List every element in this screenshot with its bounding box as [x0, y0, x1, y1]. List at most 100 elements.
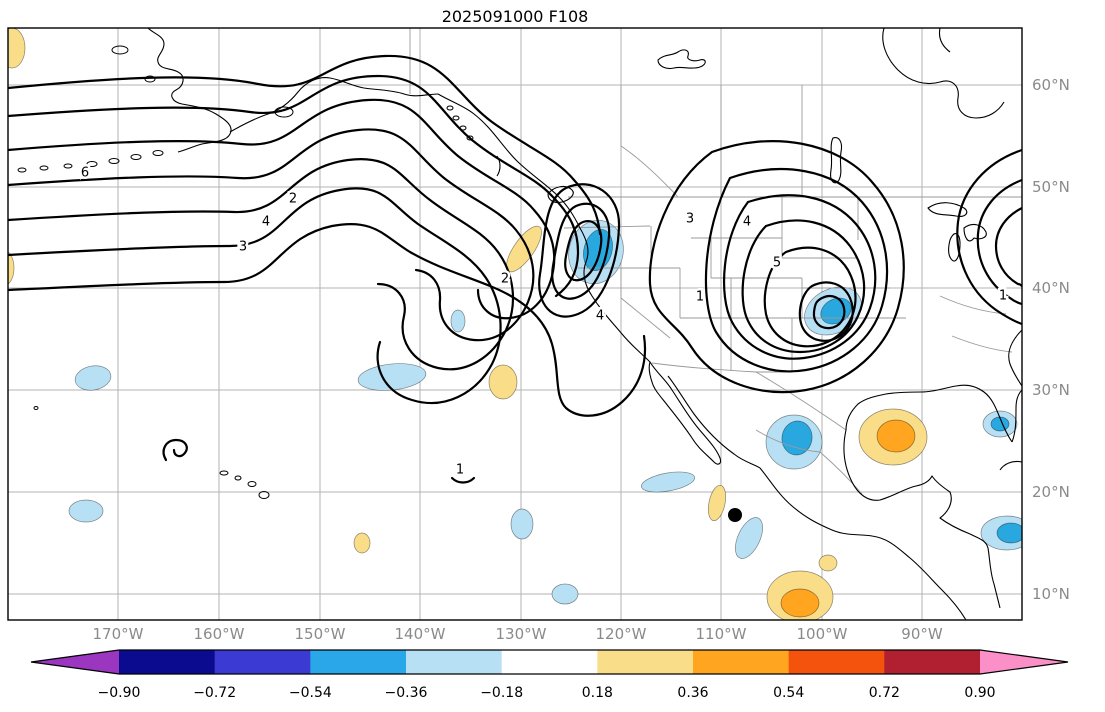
- vancouver-island: [547, 185, 574, 204]
- pacific-contour-6: [8, 187, 502, 405]
- island: [258, 491, 270, 499]
- contour-label: 1: [696, 290, 704, 305]
- east-edge-arc-1: [956, 148, 1022, 326]
- orange-blob-texas-inner: [876, 419, 916, 453]
- baja-california: [648, 361, 722, 465]
- plains-ring-1: [648, 140, 905, 394]
- colorbar-outline: [30, 649, 1069, 675]
- us-mexico-border-west: [651, 362, 757, 373]
- lat-tick-label: 50°N: [1032, 178, 1070, 196]
- lake-superior: [927, 202, 968, 217]
- lat-axis-labels: 60°N 50°N 40°N 30°N 20°N 10°N: [1032, 76, 1070, 603]
- colorbar-segment: [788, 650, 885, 674]
- us-gulf-coast: [845, 384, 1013, 443]
- orange-blob-south-inner: [780, 588, 820, 618]
- island: [111, 45, 129, 55]
- cuba-west-tip: [999, 460, 1022, 471]
- colorbar-tick-label: −0.90: [98, 685, 141, 701]
- gulf-california-mainland-coast: [667, 375, 761, 469]
- lat-tick-label: 40°N: [1032, 279, 1070, 297]
- ca-nv-border: [620, 268, 671, 339]
- colorbar-tick-label: 0.72: [869, 685, 900, 701]
- figure-title: 2025091000 F108: [442, 7, 589, 26]
- blue-patch-npac-2: [68, 499, 104, 523]
- yellow-patch-small-1: [818, 554, 838, 572]
- lon-tick-label: 130°W: [496, 625, 547, 643]
- eastern-state-border-2: [951, 335, 1013, 353]
- plains-ring-2: [704, 168, 889, 373]
- island: [234, 475, 242, 481]
- yellow-band-near-dot: [707, 484, 727, 522]
- shaded-anomalies: [8, 28, 1022, 620]
- island: [130, 154, 142, 160]
- admin-borders: [409, 28, 1022, 495]
- island: [33, 406, 39, 410]
- colorbar-segment: [214, 650, 311, 674]
- gulf-of-alaska-coast: [229, 77, 439, 133]
- yellow-patch-small-2: [353, 532, 371, 554]
- contour-label: 1: [456, 463, 464, 478]
- colorbar-segment: [693, 650, 790, 674]
- island: [144, 75, 156, 83]
- lat-tick-label: 60°N: [1032, 76, 1070, 94]
- colorbar-segment: [597, 650, 694, 674]
- plains-ring-7: [812, 294, 846, 330]
- lat-tick-label: 10°N: [1032, 585, 1070, 603]
- contour-label: 3: [239, 240, 247, 255]
- coastlines: [17, 28, 1022, 620]
- lon-tick-label: 90°W: [901, 625, 943, 643]
- lon-tick-label: 160°W: [194, 625, 245, 643]
- contour-label: 2: [289, 192, 297, 207]
- colorbar-tick-label: −0.18: [480, 685, 523, 701]
- colorbar-segment: [310, 650, 407, 674]
- pacific-contour-7: [8, 222, 647, 417]
- lon-tick-label: 140°W: [395, 625, 446, 643]
- pacific-contour-1: [8, 54, 602, 236]
- colorbar-segment: [406, 650, 503, 674]
- contour-label: 1: [999, 289, 1007, 304]
- pacific-contour-4: [8, 128, 535, 342]
- plains-ring-4: [741, 219, 866, 354]
- colorbar-tick-label: −0.54: [289, 685, 332, 701]
- mexico-pacific-coast: [759, 467, 967, 620]
- coast-core-ring-1: [564, 220, 603, 282]
- pacific-contour-2: [8, 74, 580, 298]
- contour-label: 4: [743, 215, 751, 230]
- mexico-state-border-2: [819, 451, 863, 495]
- blue-blob-honduras-inner: [996, 522, 1022, 544]
- east-edge-arc-2: [976, 178, 1022, 306]
- yellow-patch-left-edge: [8, 251, 15, 285]
- pacific-contour-5: [8, 157, 515, 371]
- contour-label: 5: [773, 256, 781, 271]
- lake-huron: [963, 223, 987, 242]
- wa-or-border: [563, 225, 651, 229]
- colorbar-tick-label: −0.36: [385, 685, 428, 701]
- colorbar-tick-label: −0.72: [193, 685, 236, 701]
- colorbar-segment: [119, 650, 216, 674]
- plains-ring-6: [798, 281, 854, 342]
- plains-ring-3: [723, 194, 877, 360]
- lon-tick-label: 150°W: [295, 625, 346, 643]
- contour-label: 4: [262, 215, 270, 230]
- island: [452, 115, 460, 121]
- contour-label: 4: [596, 309, 604, 324]
- coast-core-ring-3: [538, 183, 621, 318]
- colorbar-segment: [501, 650, 598, 674]
- lat-tick-label: 20°N: [1032, 483, 1070, 501]
- contour-label: 3: [686, 212, 694, 227]
- lon-tick-label: 100°W: [797, 625, 848, 643]
- yellow-patch-topleft-corner: [8, 28, 26, 69]
- lon-tick-label: 170°W: [93, 625, 144, 643]
- small-hook-contour: [162, 438, 188, 462]
- pacific-contour-3: [8, 98, 556, 320]
- blue-patch-small-5: [551, 583, 579, 605]
- island: [247, 481, 257, 487]
- blue-patch-small-3: [641, 471, 695, 493]
- coast-core-ring-2: [551, 202, 611, 300]
- small-arc-contour: [450, 476, 476, 484]
- mexico-state-border-1: [755, 429, 821, 453]
- hudson-bay-coast: [882, 28, 1005, 119]
- colorbar-tick-label: 0.36: [677, 685, 708, 701]
